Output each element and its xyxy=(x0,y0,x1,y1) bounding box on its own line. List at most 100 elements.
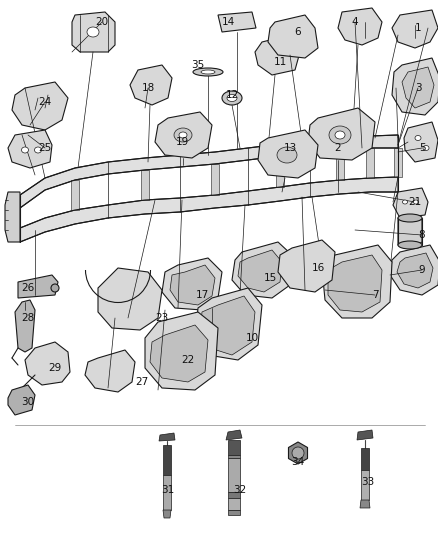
Text: 5: 5 xyxy=(419,143,425,153)
Polygon shape xyxy=(361,448,369,470)
Polygon shape xyxy=(218,12,256,32)
Polygon shape xyxy=(357,430,373,440)
Polygon shape xyxy=(328,255,382,312)
Polygon shape xyxy=(226,430,242,440)
Text: 25: 25 xyxy=(39,143,52,153)
Ellipse shape xyxy=(179,132,187,138)
Text: 20: 20 xyxy=(95,17,109,27)
Polygon shape xyxy=(162,258,222,310)
Text: 14: 14 xyxy=(221,17,235,27)
Polygon shape xyxy=(12,82,68,130)
Polygon shape xyxy=(392,10,438,48)
Polygon shape xyxy=(228,440,240,455)
Polygon shape xyxy=(228,492,240,498)
Polygon shape xyxy=(360,500,370,508)
Text: 17: 17 xyxy=(195,290,208,300)
Polygon shape xyxy=(392,58,438,115)
Polygon shape xyxy=(228,458,240,492)
Polygon shape xyxy=(15,300,35,352)
Ellipse shape xyxy=(227,94,237,101)
Polygon shape xyxy=(71,180,79,210)
Polygon shape xyxy=(322,245,392,318)
Text: 6: 6 xyxy=(295,27,301,37)
Polygon shape xyxy=(308,108,375,160)
Polygon shape xyxy=(278,240,335,292)
Polygon shape xyxy=(163,475,171,510)
Text: 30: 30 xyxy=(21,397,35,407)
Ellipse shape xyxy=(51,284,59,292)
Polygon shape xyxy=(72,12,115,52)
Text: 23: 23 xyxy=(155,313,169,323)
Polygon shape xyxy=(276,156,284,187)
Ellipse shape xyxy=(415,135,421,141)
Polygon shape xyxy=(98,268,162,330)
Polygon shape xyxy=(338,8,382,45)
Ellipse shape xyxy=(329,126,351,144)
Text: 13: 13 xyxy=(283,143,297,153)
Text: 10: 10 xyxy=(245,333,258,343)
Ellipse shape xyxy=(193,68,223,76)
Ellipse shape xyxy=(403,200,407,204)
Polygon shape xyxy=(397,253,433,288)
Polygon shape xyxy=(211,164,219,195)
Polygon shape xyxy=(255,35,300,75)
Polygon shape xyxy=(361,470,369,500)
Polygon shape xyxy=(393,188,428,218)
Polygon shape xyxy=(150,325,208,382)
Ellipse shape xyxy=(87,27,99,37)
Text: 16: 16 xyxy=(311,263,325,273)
Polygon shape xyxy=(232,242,292,298)
Text: 35: 35 xyxy=(191,60,205,70)
Polygon shape xyxy=(268,15,318,58)
Ellipse shape xyxy=(413,200,418,204)
Text: 7: 7 xyxy=(372,290,378,300)
Ellipse shape xyxy=(398,241,422,249)
Polygon shape xyxy=(163,510,171,518)
Ellipse shape xyxy=(398,214,422,222)
Polygon shape xyxy=(228,510,240,515)
Polygon shape xyxy=(366,148,374,178)
Ellipse shape xyxy=(21,147,28,153)
Text: 1: 1 xyxy=(415,23,421,33)
Polygon shape xyxy=(5,192,20,242)
Polygon shape xyxy=(20,177,398,242)
Polygon shape xyxy=(394,148,402,177)
Polygon shape xyxy=(145,312,218,390)
Polygon shape xyxy=(20,135,398,208)
Text: 19: 19 xyxy=(175,137,189,147)
Text: 2: 2 xyxy=(335,143,341,153)
Polygon shape xyxy=(130,65,172,105)
Polygon shape xyxy=(159,433,175,441)
Ellipse shape xyxy=(222,91,242,105)
Text: 22: 22 xyxy=(181,355,194,365)
Text: 12: 12 xyxy=(226,90,239,100)
Ellipse shape xyxy=(35,147,42,153)
Ellipse shape xyxy=(201,70,215,74)
Text: 32: 32 xyxy=(233,485,247,495)
Text: 18: 18 xyxy=(141,83,155,93)
Polygon shape xyxy=(390,245,438,295)
Polygon shape xyxy=(404,122,438,162)
Polygon shape xyxy=(170,265,215,305)
Polygon shape xyxy=(402,67,434,108)
Polygon shape xyxy=(141,170,149,200)
Text: 11: 11 xyxy=(273,57,286,67)
Text: 33: 33 xyxy=(361,477,374,487)
Ellipse shape xyxy=(335,131,345,139)
Polygon shape xyxy=(155,112,212,158)
Ellipse shape xyxy=(277,147,297,163)
Polygon shape xyxy=(8,385,35,415)
Polygon shape xyxy=(25,342,70,385)
Ellipse shape xyxy=(174,128,192,142)
Text: 27: 27 xyxy=(135,377,148,387)
Text: 28: 28 xyxy=(21,313,35,323)
Polygon shape xyxy=(336,150,344,180)
Ellipse shape xyxy=(423,146,429,150)
Polygon shape xyxy=(238,250,282,292)
Text: 26: 26 xyxy=(21,283,35,293)
Text: 24: 24 xyxy=(39,97,52,107)
Polygon shape xyxy=(258,130,318,178)
Text: 9: 9 xyxy=(419,265,425,275)
Text: 8: 8 xyxy=(419,230,425,240)
Polygon shape xyxy=(195,288,262,360)
